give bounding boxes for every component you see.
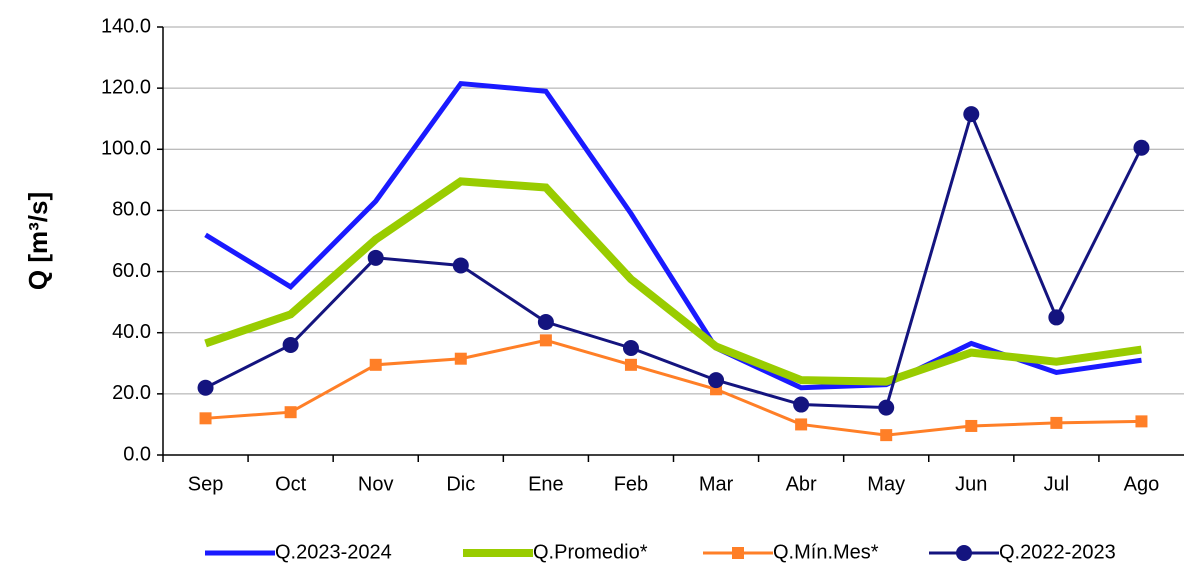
data-point [284,406,297,419]
data-point [1050,416,1063,429]
legend-item: Q.Mín.Mes* [703,541,879,563]
series [204,80,1142,391]
legend-marker [956,545,972,561]
data-point [880,429,893,442]
series [204,177,1143,386]
x-tick-label: Ago [1124,473,1160,495]
legend-label: Q.Mín.Mes* [773,541,879,563]
series-line [204,80,1142,391]
legend-marker [732,547,744,559]
x-tick-label: Nov [358,473,394,495]
data-point [624,358,637,371]
data-point [963,106,980,123]
x-tick-label: Oct [275,473,307,495]
x-tick-label: Jun [955,473,987,495]
x-tick-label: Sep [188,473,224,495]
y-tick-label: 60.0 [112,260,151,282]
data-point [878,399,895,416]
x-tick-label: Feb [614,473,648,495]
y-tick-label: 20.0 [112,382,151,404]
data-point [282,336,299,353]
data-point [454,352,467,365]
data-point [708,372,725,389]
data-point [622,340,639,356]
data-point [1048,309,1065,326]
x-tick-label: Abr [786,473,817,495]
series-line [204,177,1143,386]
data-point [452,257,469,274]
y-tick-label: 40.0 [112,321,151,343]
data-point [1133,139,1150,156]
legend-item: Q.Promedio* [463,541,648,563]
data-point [1135,415,1148,428]
y-tick-label: 0.0 [123,443,151,465]
series [199,334,1148,442]
legend-label: Q.Promedio* [533,541,648,563]
data-point [795,418,808,431]
legend-label: Q.2023-2024 [275,541,392,563]
data-point [199,412,212,425]
data-point [537,314,554,331]
series-line [204,109,1143,410]
y-tick-label: 100.0 [101,138,151,160]
y-tick-label: 120.0 [101,76,151,98]
legend-label: Q.2022-2023 [999,541,1116,563]
data-point [793,396,810,413]
legend-item: Q.2022-2023 [929,541,1116,563]
data-point [367,249,384,266]
data-point [965,419,978,432]
x-tick-label: Dic [446,473,475,495]
series-line [205,338,1142,437]
x-tick-label: Jul [1044,473,1070,495]
legend-item: Q.2023-2024 [205,541,392,563]
x-tick-label: Mar [699,473,734,495]
data-point [197,379,214,396]
data-point [369,358,382,371]
y-tick-label: 140.0 [101,15,151,37]
data-point [539,334,552,347]
y-axis-title: Q [m³/s] [23,192,53,290]
x-tick-label: Ene [528,473,564,495]
y-tick-label: 80.0 [112,199,151,221]
x-tick-label: May [867,473,905,495]
series [197,106,1150,416]
